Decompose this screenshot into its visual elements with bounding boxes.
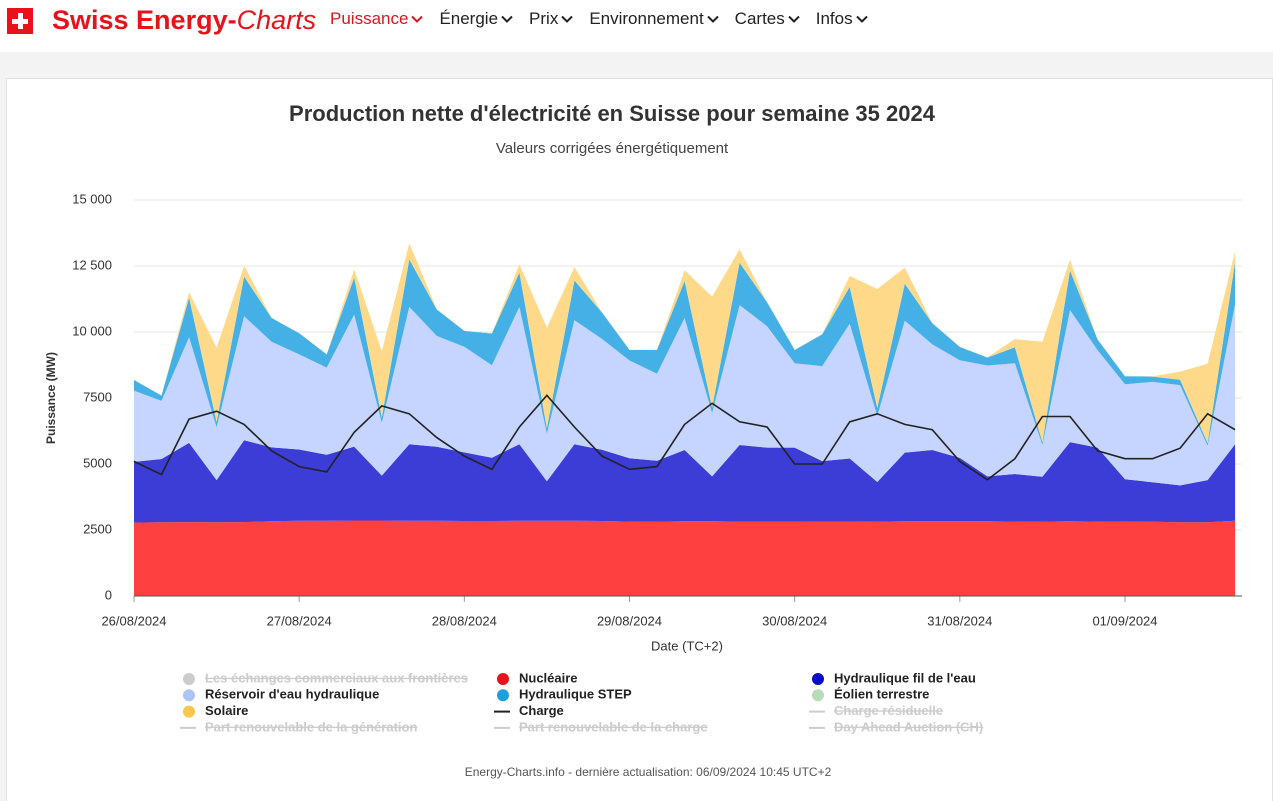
legend-label: Charge: [519, 703, 564, 718]
chart-title: Production nette d'électricité en Suisse…: [289, 101, 936, 126]
menu-item[interactable]: Cartes: [735, 9, 800, 29]
y-tick-label: 2500: [83, 521, 112, 536]
area: [134, 259, 1236, 446]
legend-label: Hydraulique fil de l'eau: [834, 670, 976, 685]
y-tick-label: 15 000: [72, 191, 112, 206]
chevron: [706, 15, 719, 23]
legend-label: Day Ahead Auction (CH): [834, 719, 983, 734]
legend-item[interactable]: Nucléaire: [497, 670, 578, 685]
x-tick-label: 31/08/2024: [927, 613, 992, 628]
legend-item[interactable]: Hydraulique fil de l'eau: [812, 670, 976, 685]
area: [134, 440, 1236, 523]
legend-marker: [812, 673, 824, 685]
menu-label: Cartes: [734, 9, 785, 28]
legend-item[interactable]: Charge résiduelle: [809, 703, 943, 718]
legend-label: Charge résiduelle: [834, 703, 943, 718]
x-tick-label: 26/08/2024: [101, 613, 166, 628]
chevron: [411, 15, 424, 23]
x-axis-title: Date (TC+2): [651, 638, 723, 653]
y-axis-title: Puissance (MW): [44, 352, 58, 444]
y-tick-label: 12 500: [72, 257, 112, 272]
legend-item[interactable]: Solaire: [183, 703, 248, 718]
area: [134, 304, 1236, 486]
legend-marker: [497, 689, 509, 702]
menu-item[interactable]: Puissance: [330, 9, 424, 29]
legend-item[interactable]: Éolien terrestre: [812, 687, 929, 702]
chevron: [855, 15, 868, 23]
legend-label: Les échanges commerciaux aux frontières: [205, 670, 468, 685]
y-tick-label: 7500: [83, 389, 112, 404]
legend-marker: [183, 689, 195, 702]
menu-label: Énergie: [439, 9, 499, 28]
legend-item[interactable]: Réservoir d'eau hydraulique: [183, 687, 379, 702]
area: [134, 243, 1236, 443]
y-tick-label: 0: [105, 587, 112, 602]
x-tick-label: 29/08/2024: [597, 613, 662, 628]
area: [134, 520, 1236, 596]
legend-item[interactable]: Day Ahead Auction (CH): [809, 719, 983, 734]
legend-marker: [497, 673, 509, 685]
legend-label: Solaire: [205, 703, 248, 718]
x-tick-label: 30/08/2024: [762, 613, 827, 628]
legend-item[interactable]: Part renouvelable de la charge: [494, 719, 708, 734]
chevron: [501, 15, 513, 23]
legend-marker: [183, 673, 195, 685]
menu-label: Prix: [529, 9, 559, 28]
menu-item[interactable]: Environnement: [589, 9, 719, 29]
swiss-flag[interactable]: [7, 8, 33, 34]
legend-label: Hydraulique STEP: [519, 687, 632, 702]
y-tick-label: 5000: [83, 455, 112, 470]
menu-label: Puissance: [330, 9, 409, 28]
brand[interactable]: Swiss Energy-Charts: [52, 5, 316, 36]
legend-item[interactable]: Hydraulique STEP: [497, 687, 632, 702]
legend-label: Éolien terrestre: [834, 687, 929, 702]
y-tick-label: 10 000: [72, 323, 112, 338]
line: [133, 394, 1236, 481]
menu-item[interactable]: Infos: [816, 9, 868, 29]
x-tick-label: 01/09/2024: [1092, 613, 1157, 628]
chart-subtitle: Valeurs corrigées énergétiquement: [496, 140, 729, 157]
brand-italic: Charts: [236, 5, 317, 35]
brand-main: Swiss Energy-: [52, 5, 237, 35]
legend-label: Réservoir d'eau hydraulique: [205, 687, 379, 702]
legend-label: Nucléaire: [519, 670, 578, 685]
navbar: Swiss Energy-Charts Puissance Énergie Prix…: [0, 0, 1273, 52]
x-tick-label: 28/08/2024: [432, 613, 497, 628]
menu-label: Environnement: [589, 9, 704, 28]
chevron: [788, 15, 800, 23]
x-tick-label: 27/08/2024: [267, 613, 332, 628]
legend-label: Part renouvelable de la charge: [519, 719, 708, 734]
legend-marker: [812, 689, 824, 702]
legend-item[interactable]: Les échanges commerciaux aux frontières: [183, 670, 468, 685]
menu-label: Infos: [815, 9, 853, 28]
legend-label: Part renouvelable de la génération: [205, 719, 417, 734]
menu-item[interactable]: Prix: [529, 9, 574, 29]
legend-item[interactable]: Charge: [494, 703, 564, 718]
menu: Puissance Énergie Prix Environnement Cartes I…: [330, 9, 884, 29]
menu-item[interactable]: Énergie: [439, 9, 513, 29]
legend-item[interactable]: Part renouvelable de la génération: [180, 719, 417, 734]
legend-marker: [183, 705, 195, 718]
footer: Energy-Charts.info - dernière actualisat…: [465, 765, 832, 779]
chevron: [561, 15, 574, 23]
